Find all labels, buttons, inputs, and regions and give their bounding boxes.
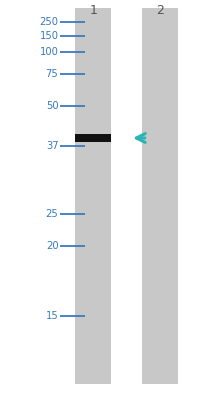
Text: 25: 25 [45,209,58,219]
Text: 250: 250 [39,17,58,27]
Text: 50: 50 [45,101,58,111]
Text: 100: 100 [39,47,58,57]
Bar [141,8,177,384]
Text: 37: 37 [45,141,58,151]
Text: 75: 75 [45,69,58,79]
Bar [75,8,111,384]
Text: 150: 150 [39,31,58,41]
Text: 2: 2 [155,4,163,17]
Bar [75,134,111,142]
Text: 20: 20 [45,241,58,251]
Text: 1: 1 [89,4,97,17]
Text: 15: 15 [45,311,58,321]
